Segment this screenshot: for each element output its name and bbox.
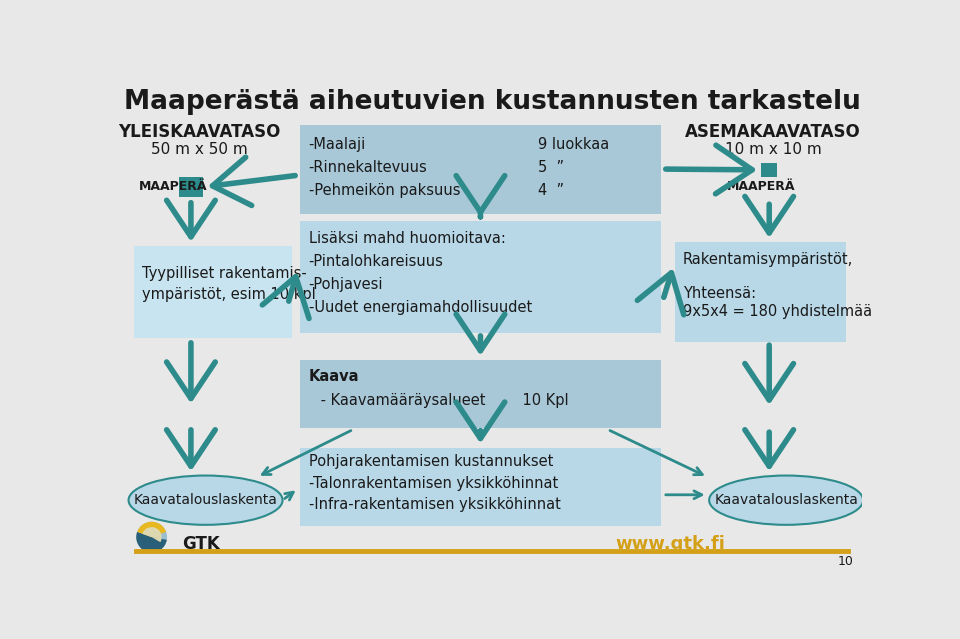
Text: MAAPERÄ: MAAPERÄ [727,180,796,193]
Text: Lisäksi mahd huomioitava:: Lisäksi mahd huomioitava: [309,231,506,246]
Text: -Talonrakentamisen yksikköhinnat: -Talonrakentamisen yksikköhinnat [309,476,558,491]
Text: YLEISKAAVATASO: YLEISKAAVATASO [118,123,280,141]
Text: www.gtk.fi: www.gtk.fi [615,535,725,553]
Text: - Kaavamääräysalueet        10 Kpl: - Kaavamääräysalueet 10 Kpl [317,392,569,408]
FancyBboxPatch shape [300,360,661,427]
Text: -Pehmeikön paksuus: -Pehmeikön paksuus [309,183,460,198]
Text: Kaavatalouslaskenta: Kaavatalouslaskenta [714,493,858,507]
Text: Yhteensä:: Yhteensä: [683,286,756,302]
Text: Pohjarakentamisen kustannukset: Pohjarakentamisen kustannukset [309,454,553,469]
FancyBboxPatch shape [179,177,204,197]
FancyBboxPatch shape [761,163,777,177]
Text: ASEMAKAAVATASO: ASEMAKAAVATASO [685,123,861,141]
Text: Rakentamisympäristöt,: Rakentamisympäristöt, [683,252,853,268]
Text: ympäristöt, esim 10 kpl: ympäristöt, esim 10 kpl [142,287,316,302]
Text: MAAPERÄ: MAAPERÄ [139,180,208,193]
FancyBboxPatch shape [300,125,661,213]
Text: 5  ”: 5 ” [539,160,564,175]
Text: -Pohjavesi: -Pohjavesi [309,277,383,292]
Wedge shape [152,537,161,542]
Text: 10: 10 [838,555,853,568]
Text: Tyypilliset rakentamis-: Tyypilliset rakentamis- [142,266,307,281]
FancyBboxPatch shape [134,246,292,339]
FancyBboxPatch shape [675,242,846,343]
Wedge shape [142,527,161,537]
Text: 10 m x 10 m: 10 m x 10 m [725,142,822,157]
Text: 4  ”: 4 ” [539,183,564,198]
Circle shape [136,521,167,553]
Text: -Pintalohkareisuus: -Pintalohkareisuus [309,254,444,269]
Ellipse shape [709,475,863,525]
Text: 9x5x4 = 180 yhdistelmää: 9x5x4 = 180 yhdistelmää [683,304,872,319]
FancyBboxPatch shape [300,222,661,333]
Ellipse shape [129,475,282,525]
Text: GTK: GTK [182,535,220,553]
Text: -Uudet energiamahdollisuudet: -Uudet energiamahdollisuudet [309,300,532,315]
Text: Kaava: Kaava [309,369,359,385]
Text: -Maalaji: -Maalaji [309,137,366,152]
Text: Maaperästä aiheutuvien kustannusten tarkastelu: Maaperästä aiheutuvien kustannusten tark… [124,89,860,115]
Text: 9 luokkaa: 9 luokkaa [539,137,610,152]
Text: -Infra-rakentamisen yksikköhinnat: -Infra-rakentamisen yksikköhinnat [309,497,561,512]
Text: 50 m x 50 m: 50 m x 50 m [151,142,248,157]
Wedge shape [136,532,167,553]
FancyBboxPatch shape [300,448,661,527]
Text: -Rinnekaltevuus: -Rinnekaltevuus [309,160,427,175]
Wedge shape [137,521,166,537]
Text: Kaavatalouslaskenta: Kaavatalouslaskenta [133,493,277,507]
